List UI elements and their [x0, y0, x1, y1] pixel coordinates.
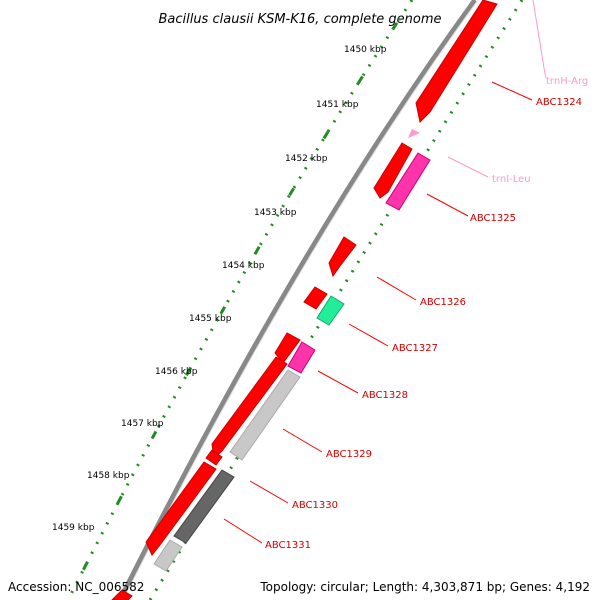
kbp-ticks: [82, 22, 399, 571]
gene-bottom-red[interactable]: [111, 589, 133, 600]
kbp-tick: [322, 130, 330, 140]
gene-label-abc1328: ABC1328: [362, 390, 408, 401]
topology-text: Topology: circular; Length: 4,303,871 bp…: [260, 580, 590, 594]
gene-abc1326[interactable]: [328, 236, 357, 278]
kbp-label: 1459 kbp: [52, 523, 95, 533]
kbp-label: 1452 kbp: [285, 154, 328, 164]
gene-abc1330-darkgray[interactable]: [173, 469, 235, 544]
kbp-label: 1450 kbp: [344, 45, 387, 55]
kbp-ruler-dots: [66, 0, 414, 600]
kbp-label: 1458 kbp: [87, 471, 130, 481]
gene-abc1324[interactable]: [415, 0, 498, 124]
accession-text: Accession: NC_006582: [8, 580, 145, 594]
gene-abc1325-magenta[interactable]: [385, 152, 431, 211]
gene-abc1330-red[interactable]: [145, 461, 217, 556]
gene-label-abc1330: ABC1330: [292, 500, 338, 511]
gene-abc1327-red[interactable]: [303, 286, 328, 310]
gene-abc1329-gray[interactable]: [229, 369, 301, 461]
kbp-label: 1453 kbp: [254, 208, 297, 218]
kbp-tick: [253, 245, 261, 255]
kbp-tick: [356, 75, 364, 84]
genome-backbone: [117, 0, 478, 600]
gene-abc1328-magenta[interactable]: [287, 341, 316, 374]
label-leaders: [223, 0, 547, 544]
kbp-tick: [288, 187, 295, 197]
kbp-label: 1454 kbp: [222, 261, 265, 271]
gene-features: [111, 0, 498, 600]
kbp-tick: [185, 367, 192, 377]
gene-label-abc1326: ABC1326: [420, 297, 466, 308]
kbp-label: 1456 kbp: [155, 367, 198, 377]
kbp-label: 1457 kbp: [121, 419, 164, 429]
gene-label-abc1325: ABC1325: [470, 213, 516, 224]
kbp-tick: [391, 22, 399, 31]
gene-label-abc1331: ABC1331: [265, 540, 311, 551]
kbp-tick: [116, 495, 123, 505]
kbp-tick: [219, 305, 227, 315]
genome-backbone-highlight: [122, 0, 479, 600]
kbp-tick: [150, 430, 158, 440]
gene-label-abc1327: ABC1327: [392, 343, 438, 354]
gene-abc1331-gray[interactable]: [153, 539, 183, 572]
kbp-label: 1455 kbp: [189, 314, 232, 324]
gene-abc1325-red[interactable]: [373, 142, 413, 199]
gene-label-trni-leu: trnI-Leu: [492, 174, 531, 185]
gene-trni-leu[interactable]: [408, 129, 420, 138]
gene-label-trnh-arg: trnH-Arg: [546, 76, 588, 87]
gene-labels: trnH-Arg ABC1324 trnI-Leu ABC1325 ABC132…: [265, 76, 588, 551]
kbp-tick: [82, 561, 89, 571]
map-title: Bacillus clausii KSM-K16, complete genom…: [158, 12, 441, 27]
gene-label-abc1324: ABC1324: [536, 97, 582, 108]
gene-label-abc1329: ABC1329: [326, 449, 372, 460]
gene-abc1327-green[interactable]: [316, 295, 345, 326]
kbp-labels: 1450 kbp 1451 kbp 1452 kbp 1453 kbp 1454…: [52, 45, 387, 533]
kbp-label: 1451 kbp: [316, 100, 359, 110]
gene-abc1330-small[interactable]: [205, 449, 223, 466]
